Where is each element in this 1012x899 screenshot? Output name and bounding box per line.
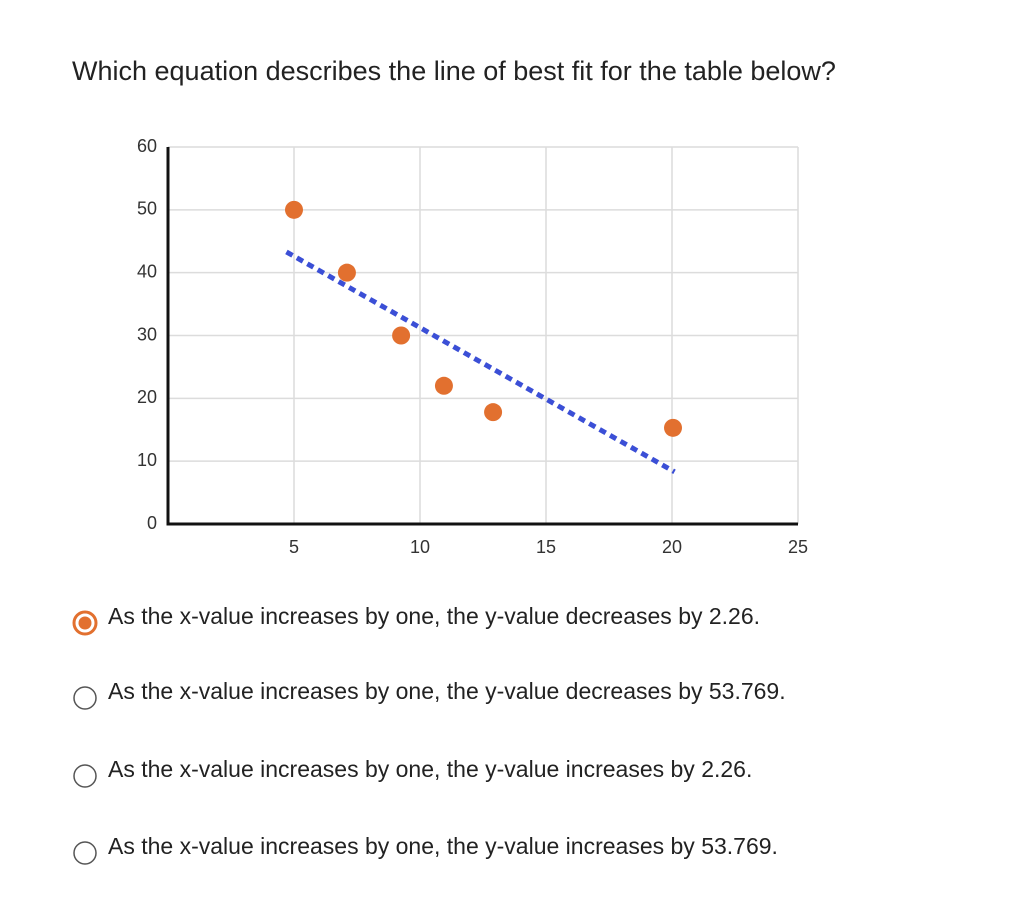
y-tick-label: 0	[147, 513, 157, 533]
option-text[interactable]: As the x-value increases by one, the y-v…	[108, 833, 778, 859]
data-point	[664, 418, 683, 437]
option-text[interactable]: As the x-value increases by one, the y-v…	[108, 678, 786, 704]
y-tick-label: 30	[137, 324, 157, 344]
y-tick-label: 60	[137, 136, 157, 156]
x-tick-label: 20	[662, 537, 682, 557]
y-tick-label: 50	[137, 199, 157, 219]
radio-dot	[78, 616, 92, 630]
radio-button[interactable]	[73, 764, 97, 788]
option-text[interactable]: As the x-value increases by one, the y-v…	[108, 756, 752, 782]
question: Which equation describes the line of bes…	[72, 56, 836, 86]
data-point	[337, 263, 356, 282]
trend-line	[285, 249, 676, 475]
option-text[interactable]: As the x-value increases by one, the y-v…	[108, 603, 760, 629]
y-tick-label: 10	[137, 450, 157, 470]
data-point	[392, 326, 411, 345]
x-tick-label: 25	[788, 537, 808, 557]
data-point	[484, 403, 503, 422]
y-tick-label: 20	[137, 387, 157, 407]
radio-button[interactable]	[73, 841, 97, 865]
radio-button[interactable]	[73, 686, 97, 710]
y-tick-label: 40	[137, 261, 157, 281]
data-point	[434, 376, 453, 395]
x-tick-label: 5	[289, 537, 299, 557]
x-tick-label: 15	[536, 537, 556, 557]
x-tick-label: 10	[410, 537, 430, 557]
data-point	[285, 200, 303, 219]
